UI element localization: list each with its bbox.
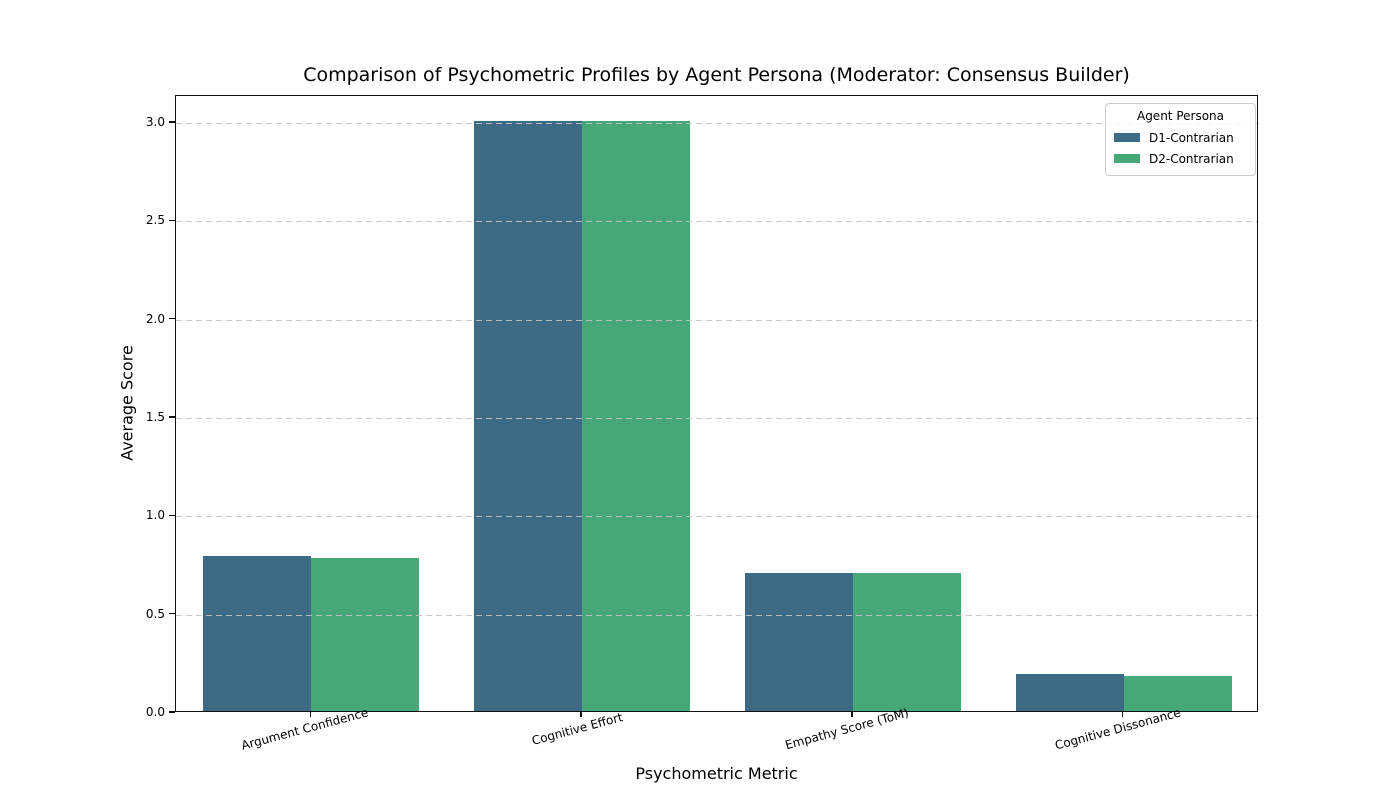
y-tick-label: 0.0 xyxy=(145,705,165,719)
gridline-y-2.5 xyxy=(176,221,1257,223)
x-tick-label-cognitive-dissonance: Cognitive Dissonance xyxy=(1053,705,1182,753)
plot-area xyxy=(175,95,1258,712)
x-tick-label-empathy-score-tom: Empathy Score (ToM) xyxy=(783,705,911,753)
bar-d2-contrarian-cognitive-dissonance xyxy=(1123,675,1232,711)
bar-d2-contrarian-empathy-score-tom xyxy=(852,573,961,711)
legend: Agent Persona D1-Contrarian D2-Contrarian xyxy=(1105,103,1256,176)
gridline-y-2.0 xyxy=(176,319,1257,321)
y-tick-label: 3.0 xyxy=(145,114,165,129)
x-tick-mark xyxy=(580,712,582,717)
legend-entries: D1-Contrarian D2-Contrarian xyxy=(1114,127,1247,169)
y-tick-label: 1.0 xyxy=(145,508,165,523)
x-tick-label-argument-confidence: Argument Confidence xyxy=(240,705,371,753)
legend-label: D1-Contrarian xyxy=(1149,130,1234,145)
y-tick-mark xyxy=(169,514,175,517)
x-tick-mark xyxy=(851,712,853,717)
chart-title: Comparison of Psychometric Profiles by A… xyxy=(303,64,1130,86)
bar-d1-contrarian-empathy-score-tom xyxy=(744,573,853,711)
y-tick-mark xyxy=(169,612,175,615)
legend-entry-d1-contrarian: D1-Contrarian xyxy=(1114,127,1247,148)
legend-swatch-icon xyxy=(1114,133,1140,142)
y-tick-label: 1.5 xyxy=(145,409,165,424)
bar-d1-contrarian-argument-confidence xyxy=(203,555,312,711)
legend-label: D2-Contrarian xyxy=(1149,151,1234,166)
x-axis-label: Psychometric Metric xyxy=(635,764,798,783)
y-tick-mark xyxy=(169,317,175,320)
bar-d1-contrarian-cognitive-effort xyxy=(474,120,583,711)
legend-swatch-icon xyxy=(1114,154,1140,163)
legend-title: Agent Persona xyxy=(1136,109,1224,123)
gridline-y-1.5 xyxy=(176,417,1257,419)
gridline-y-0.5 xyxy=(176,614,1257,616)
y-tick-label: 2.0 xyxy=(145,311,165,326)
x-tick-mark xyxy=(309,712,312,717)
gridline-y-1.0 xyxy=(176,516,1257,518)
legend-entry-d2-contrarian: D2-Contrarian xyxy=(1114,148,1247,169)
y-tick-mark xyxy=(169,416,175,418)
gridline-y-3.0 xyxy=(176,122,1257,124)
y-axis-label: Average Score xyxy=(117,345,137,461)
x-tick-mark xyxy=(1121,712,1124,717)
y-tick-mark xyxy=(169,121,175,123)
y-tick-label: 0.5 xyxy=(145,606,165,621)
bar-d2-contrarian-cognitive-effort xyxy=(582,120,691,711)
bar-d2-contrarian-argument-confidence xyxy=(311,557,420,711)
bar-d1-contrarian-cognitive-dissonance xyxy=(1015,673,1124,711)
x-tick-label-cognitive-effort: Cognitive Effort xyxy=(530,710,625,748)
y-tick-mark xyxy=(169,711,175,713)
y-tick-mark xyxy=(169,219,175,222)
y-tick-label: 2.5 xyxy=(145,213,165,228)
